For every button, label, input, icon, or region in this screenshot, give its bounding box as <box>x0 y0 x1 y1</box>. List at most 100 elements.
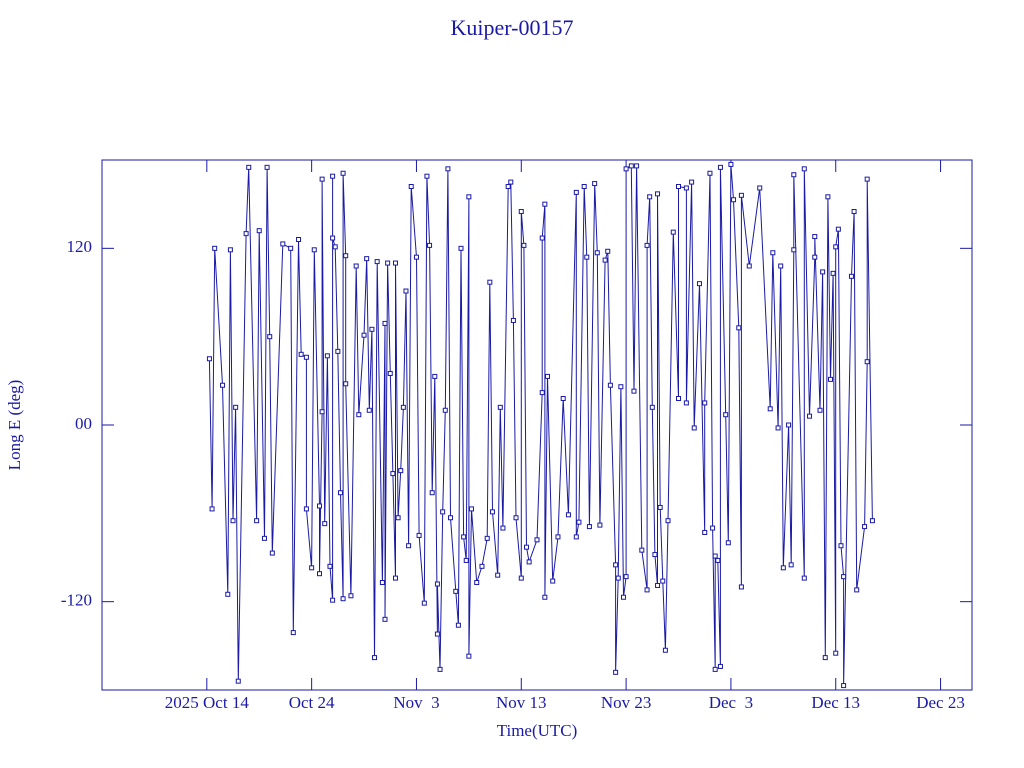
data-point <box>348 593 354 599</box>
data-line <box>208 164 873 686</box>
data-point <box>524 544 530 550</box>
data-point <box>717 663 723 669</box>
data-point <box>406 543 412 549</box>
data-point <box>526 559 532 565</box>
data-point <box>364 256 370 262</box>
data-point <box>717 164 723 170</box>
data-point <box>233 404 239 410</box>
data-point <box>864 359 870 365</box>
data-point <box>243 231 249 237</box>
data-point <box>269 550 275 556</box>
data-point <box>731 197 737 203</box>
data-point <box>387 370 393 376</box>
data-point <box>392 575 398 581</box>
data-point <box>440 509 446 515</box>
data-point <box>696 281 702 287</box>
data-point <box>448 515 454 521</box>
data-point <box>508 179 514 185</box>
data-point <box>746 263 752 269</box>
data-point <box>489 509 495 515</box>
data-point <box>225 591 231 597</box>
data-point <box>335 348 341 354</box>
data-point <box>665 518 671 524</box>
data-point <box>728 161 734 167</box>
data-point <box>825 194 831 200</box>
data-point <box>413 254 419 260</box>
data-point <box>479 563 485 569</box>
data-point <box>353 263 359 269</box>
data-point <box>303 354 309 360</box>
x-tick-label: Dec 13 <box>811 693 860 712</box>
data-point <box>634 163 640 169</box>
data-point <box>702 400 708 406</box>
data-point <box>398 468 404 474</box>
data-point <box>474 580 480 586</box>
data-point <box>869 518 875 524</box>
data-point <box>445 166 451 172</box>
data-point <box>495 572 501 578</box>
data-point <box>212 245 218 251</box>
data-point <box>484 535 490 541</box>
data-point <box>309 565 315 571</box>
data-point <box>848 273 854 279</box>
data-point <box>343 381 349 387</box>
data-point <box>683 185 689 191</box>
data-point <box>662 647 668 653</box>
data-point <box>613 562 619 568</box>
data-point <box>788 562 794 568</box>
data-point <box>738 192 744 198</box>
data-point <box>466 653 472 659</box>
data-point <box>817 407 823 413</box>
data-point <box>319 176 325 182</box>
data-point <box>400 404 406 410</box>
data-point <box>463 557 469 563</box>
data-point <box>261 535 267 541</box>
data-point <box>702 529 708 535</box>
data-point <box>500 525 506 531</box>
data-point <box>555 534 561 540</box>
data-point <box>618 384 624 390</box>
data-point <box>442 407 448 413</box>
data-point <box>403 288 409 294</box>
y-axis-label: Long E (deg) <box>5 380 24 471</box>
data-point <box>327 563 333 569</box>
data-point <box>584 254 590 260</box>
data-point <box>385 260 391 266</box>
data-point <box>324 353 330 359</box>
data-point <box>791 247 797 253</box>
data-point <box>822 655 828 661</box>
data-point <box>497 404 503 410</box>
data-point <box>565 512 571 518</box>
data-point <box>505 184 511 189</box>
data-point <box>290 630 296 636</box>
data-point <box>657 504 663 510</box>
data-point <box>660 578 666 584</box>
chart-title: Kuiper-00157 <box>451 15 574 40</box>
data-point <box>254 518 260 524</box>
data-point <box>838 543 844 549</box>
data-point <box>209 506 215 512</box>
data-point <box>581 184 587 189</box>
data-point <box>864 176 870 182</box>
data-point <box>521 242 527 248</box>
data-point <box>395 515 401 521</box>
data-point <box>343 253 349 259</box>
data-point <box>317 571 322 577</box>
data-point <box>421 600 427 606</box>
x-tick-label: Oct 24 <box>289 693 335 712</box>
data-point <box>356 412 362 418</box>
data-point <box>317 503 322 509</box>
data-point <box>372 655 378 661</box>
data-point <box>487 279 493 285</box>
data-point <box>707 170 713 176</box>
data-point <box>246 164 252 170</box>
data-point <box>715 557 721 563</box>
x-tick-label: 2025 Oct 14 <box>165 693 250 712</box>
data-point <box>542 594 548 600</box>
data-point <box>298 351 304 357</box>
data-point <box>550 578 556 584</box>
data-point <box>518 209 524 215</box>
x-tick-label: Nov 23 <box>601 693 652 712</box>
data-point <box>801 575 807 581</box>
